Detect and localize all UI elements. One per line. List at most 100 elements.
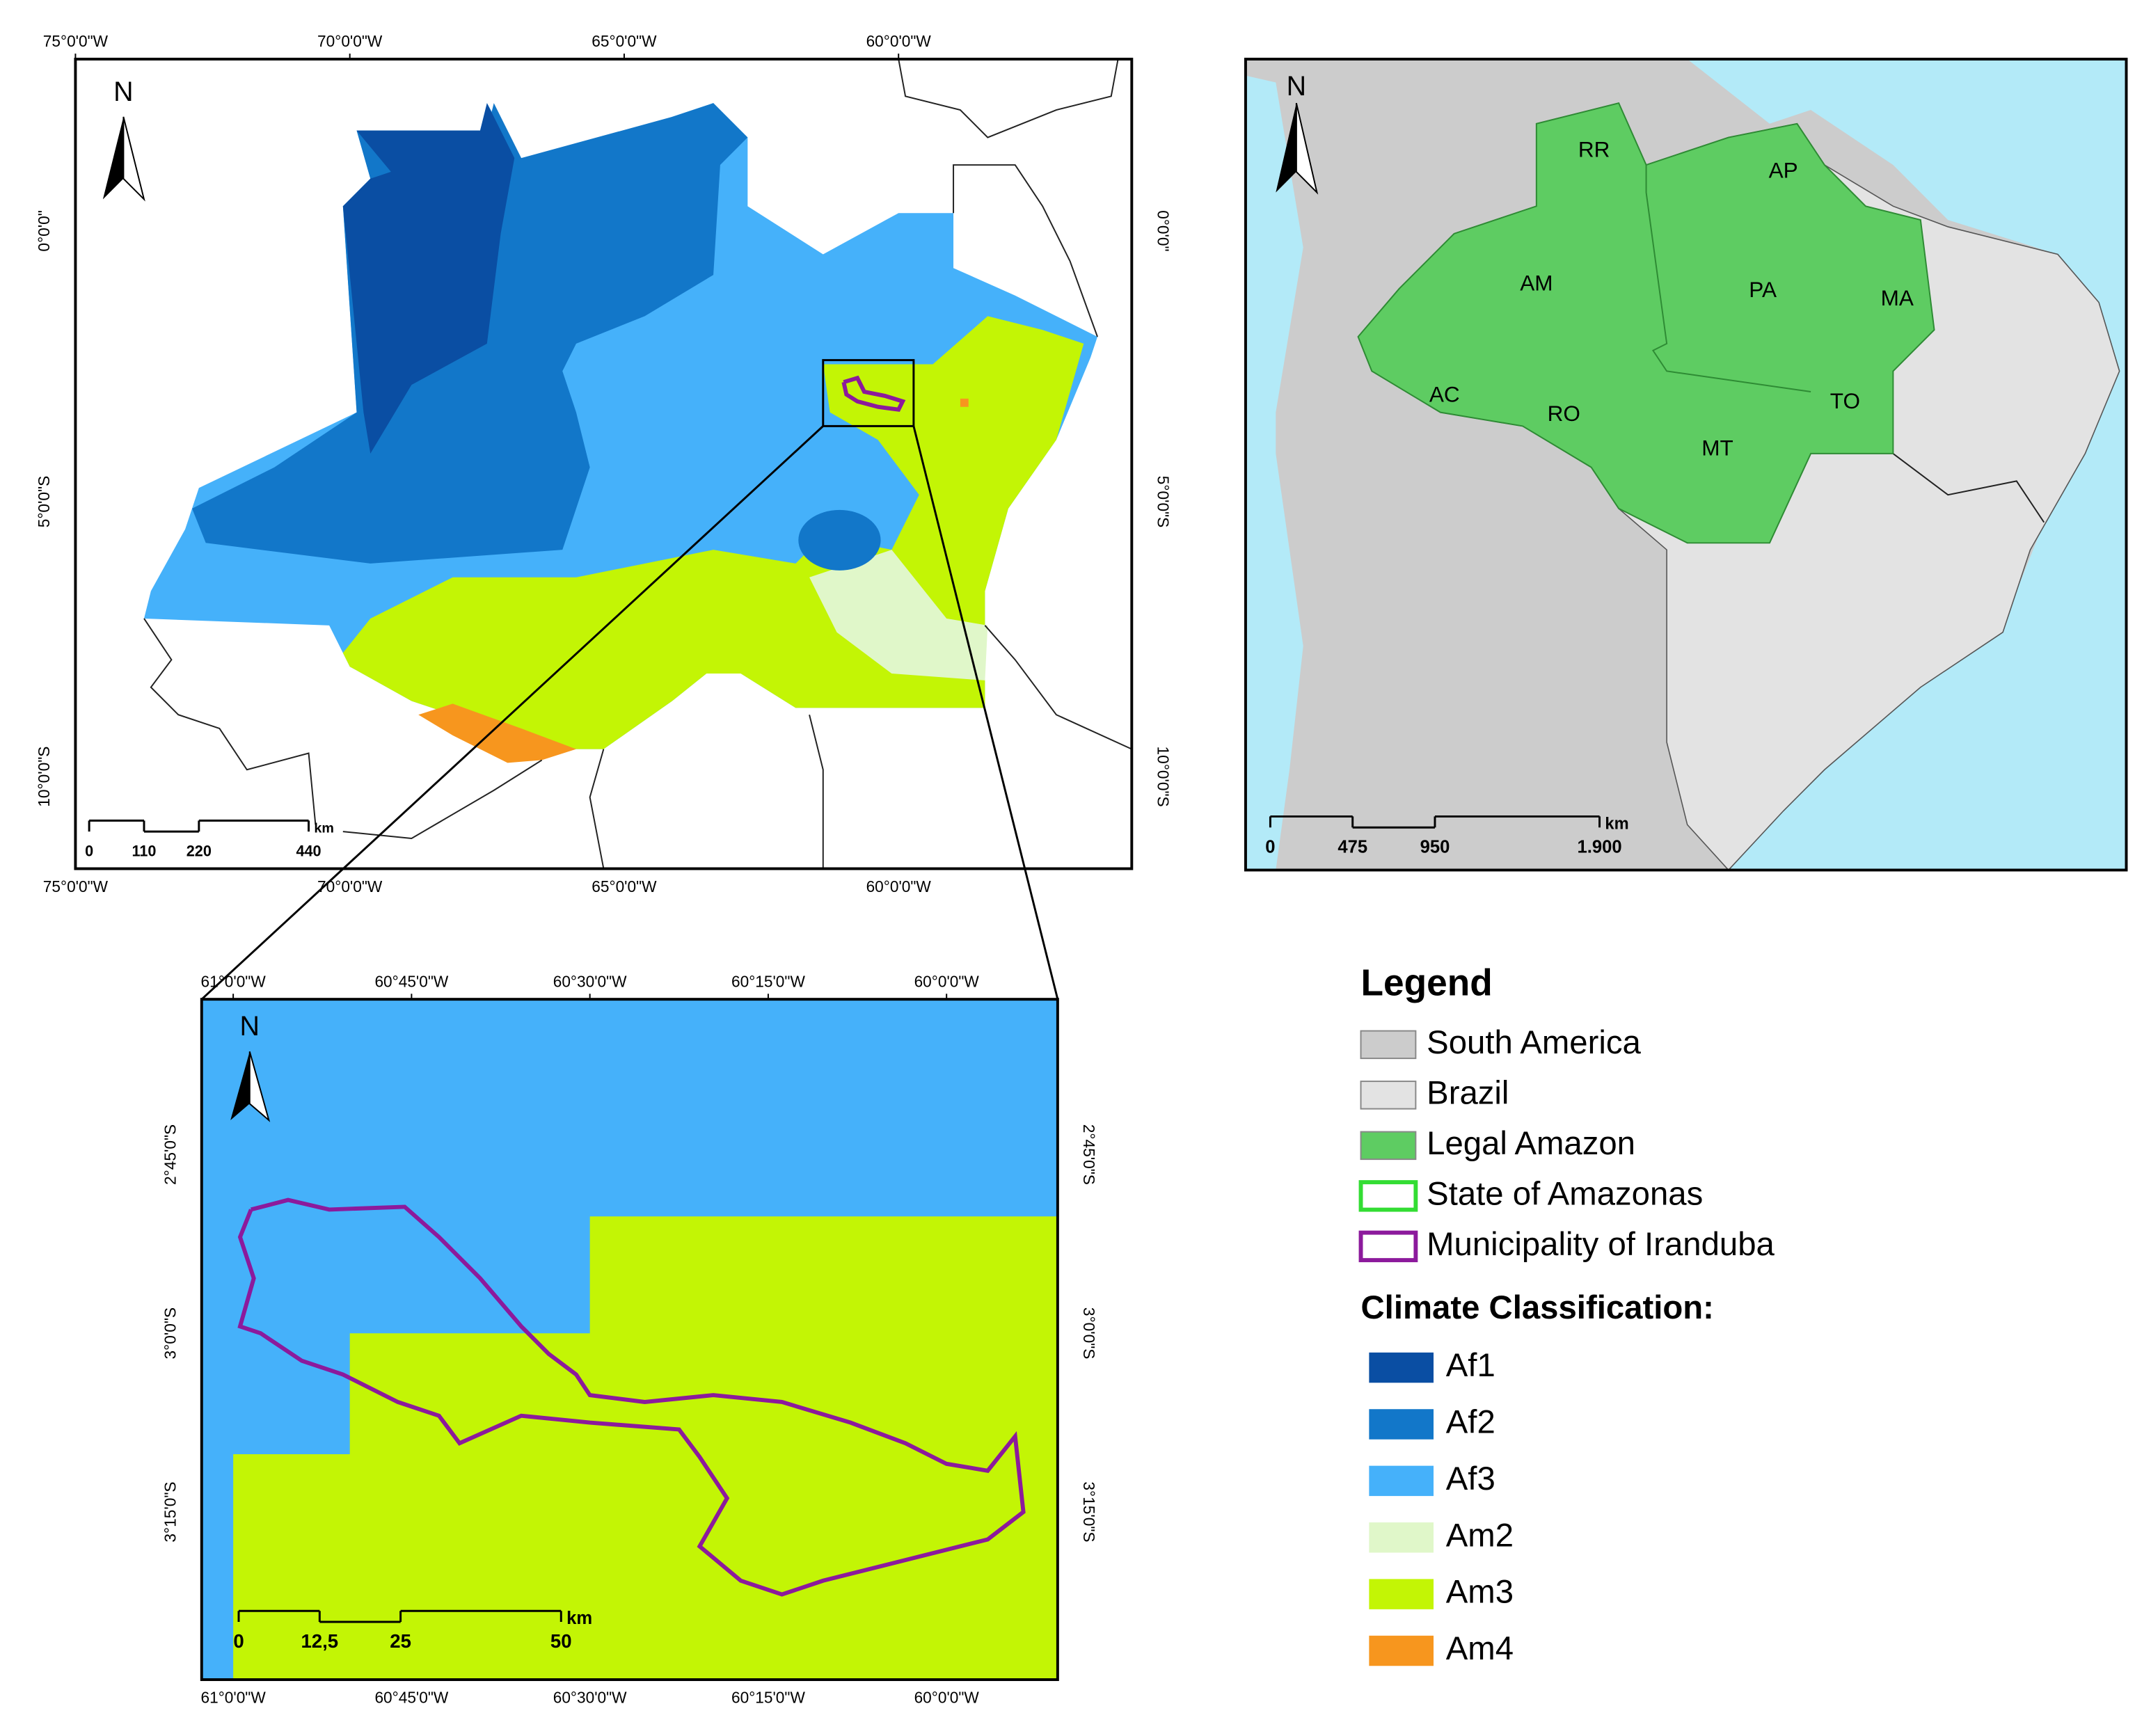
longitude-label: 60°45'0"W	[374, 1689, 448, 1707]
overview-map: N	[1244, 57, 2128, 872]
legend-label: Municipality of Iranduba	[1427, 1226, 1775, 1263]
legend-swatch	[1369, 1352, 1434, 1383]
state-label: MT	[1701, 435, 1733, 460]
scale-unit: km	[566, 1609, 592, 1628]
latitude-label: 10°0'0"S	[1154, 747, 1173, 807]
scale-label: 50	[550, 1630, 572, 1652]
border	[589, 749, 605, 869]
latitude-label: 3°0'0"S	[161, 1307, 179, 1360]
longitude-label: 70°0'0"W	[317, 877, 383, 895]
border	[342, 759, 543, 840]
border	[984, 625, 1132, 750]
latitude-label: 2°45'0"S	[1080, 1124, 1098, 1185]
zoom-box	[822, 359, 915, 427]
border	[809, 714, 824, 869]
longitude-label: 60°30'0"W	[553, 1689, 627, 1707]
longitude-label: 60°0'0"W	[914, 1689, 980, 1707]
scale-unit: km	[314, 820, 333, 836]
state-label: MA	[1881, 285, 1914, 310]
north-label: N	[240, 1011, 260, 1042]
longitude-label: 60°0'0"W	[866, 877, 932, 895]
scale-label: 25	[390, 1630, 411, 1652]
longitude-label: 75°0'0"W	[43, 32, 109, 50]
main-map: N	[74, 57, 1134, 870]
scale-label: 475	[1338, 838, 1367, 857]
longitude-label: 65°0'0"W	[592, 32, 657, 50]
legend-label: Af1	[1446, 1347, 1495, 1384]
legend-label: Am2	[1446, 1517, 1514, 1554]
legend-label: Am4	[1446, 1630, 1514, 1667]
north-label: N	[113, 77, 133, 107]
latitude-label: 10°0'0"S	[35, 747, 53, 807]
scale-bar	[237, 1609, 562, 1623]
north-arrow	[248, 1051, 271, 1122]
scale-label: 220	[186, 843, 212, 860]
state-label: AM	[1520, 270, 1553, 295]
north-arrow	[102, 116, 124, 200]
state-label: AP	[1769, 157, 1798, 182]
north-label: N	[1287, 71, 1306, 102]
state-label: TO	[1830, 388, 1860, 413]
municipality-outline	[237, 1197, 1026, 1597]
scale-label: 950	[1420, 838, 1450, 857]
scale-bar	[1269, 815, 1601, 829]
longitude-label: 65°0'0"W	[592, 877, 657, 895]
legend-label: South America	[1427, 1024, 1641, 1061]
municipality-outline	[841, 375, 906, 412]
longitude-label: 70°0'0"W	[317, 32, 383, 50]
state-border	[1645, 165, 1811, 392]
map-frame	[200, 998, 1059, 1681]
scale-label: 440	[296, 843, 321, 860]
border	[953, 164, 1098, 337]
state-label: RR	[1578, 137, 1610, 162]
zoom-line	[200, 425, 824, 1001]
longitude-label: 60°0'0"W	[914, 972, 980, 990]
longitude-label: 61°0'0"W	[200, 1689, 266, 1707]
north-arrow	[122, 116, 145, 202]
scale-label: 0	[233, 1630, 244, 1652]
legend-title: Legend	[1361, 962, 1493, 1003]
latitude-label: 5°0'0"S	[1154, 476, 1173, 528]
latitude-label: 5°0'0"S	[35, 476, 53, 528]
legend-label: State of Amazonas	[1427, 1175, 1703, 1212]
zoom-line	[912, 426, 1059, 1000]
latitude-label: 3°15'0"S	[1080, 1481, 1098, 1542]
legend-swatch	[1360, 1131, 1417, 1161]
scale-bar	[88, 819, 310, 833]
legend-swatch	[1369, 1635, 1434, 1666]
longitude-label: 60°15'0"W	[731, 972, 805, 990]
climate-zone	[233, 1216, 1058, 1680]
climate-zone	[798, 509, 881, 571]
longitude-label: 60°0'0"W	[866, 32, 932, 50]
border	[898, 58, 1119, 138]
latitude-label: 0°0'0"	[1154, 210, 1173, 251]
latitude-label: 0°0'0"	[35, 210, 53, 251]
legend-swatch	[1358, 1180, 1418, 1212]
scale-label: 1.900	[1577, 838, 1621, 857]
longitude-label: 75°0'0"W	[43, 877, 109, 895]
legend-label: Af3	[1446, 1460, 1495, 1497]
longitude-label: 60°30'0"W	[553, 972, 627, 990]
legend-swatch	[1360, 1081, 1417, 1110]
north-arrow	[1276, 103, 1296, 193]
legend-label: Legal Amazon	[1427, 1125, 1635, 1162]
scale-label: 110	[132, 843, 157, 860]
legend-swatch	[1369, 1409, 1434, 1440]
legend-swatch	[1369, 1522, 1434, 1553]
latitude-label: 3°0'0"S	[1080, 1307, 1098, 1360]
legend-label: Brazil	[1427, 1074, 1509, 1111]
longitude-label: 60°45'0"W	[374, 972, 448, 990]
longitude-label: 61°0'0"W	[200, 972, 266, 990]
state-label: PA	[1749, 277, 1777, 302]
climate-zone	[809, 550, 988, 680]
longitude-label: 60°15'0"W	[731, 1689, 805, 1707]
legal-amazon	[1357, 102, 1935, 544]
border	[143, 618, 317, 825]
map-frame	[74, 57, 1134, 870]
scale-label: 12,5	[301, 1630, 338, 1652]
legend-swatch	[1358, 1230, 1418, 1263]
scale-label: 0	[85, 843, 93, 860]
legend-swatch	[1369, 1465, 1434, 1497]
